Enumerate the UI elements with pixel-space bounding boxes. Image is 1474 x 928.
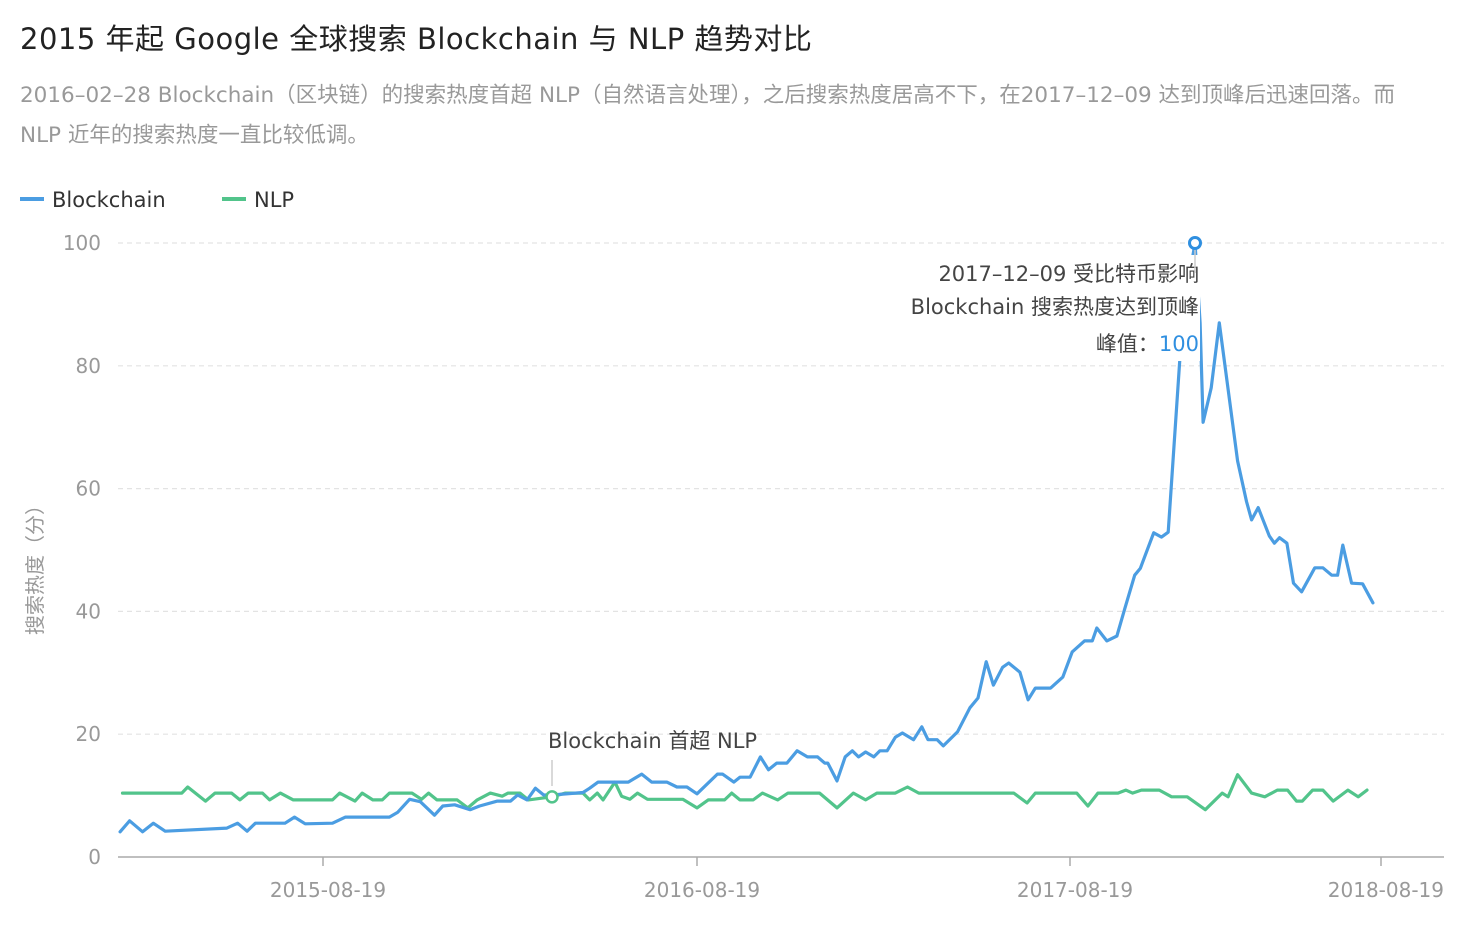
x-tick-label: 2018-08-19 (1328, 878, 1444, 902)
peak-annotation: 2017–12–09 受比特币影响 Blockchain 搜索热度达到顶峰 峰值… (868, 255, 1200, 361)
y-tick-label: 80 (76, 354, 101, 378)
crossing-marker[interactable] (545, 790, 559, 804)
gridlines (118, 242, 1444, 735)
y-tick-label: 20 (76, 722, 101, 746)
y-axis-title: 搜索热度（分） (23, 495, 47, 635)
y-axis: 0 20 40 60 80 100 (63, 231, 101, 869)
legend-label-blockchain[interactable]: Blockchain (52, 188, 166, 212)
chart-description: 2016–02–28 Blockchain（区块链）的搜索热度首超 NLP（自然… (20, 83, 1396, 148)
x-tick-label: 2017-08-19 (1017, 878, 1133, 902)
peak-label: 峰值： (1096, 332, 1159, 356)
chart-title: 2015 年起 Google 全球搜索 Blockchain 与 NLP 趋势对… (20, 22, 813, 56)
legend-swatch-blockchain (20, 197, 44, 201)
x-tick-label: 2016-08-19 (644, 878, 760, 902)
peak-annotation-line2: Blockchain 搜索热度达到顶峰 (911, 295, 1199, 319)
series-line-nlp[interactable] (120, 773, 1369, 812)
peak-annotation-line1: 2017–12–09 受比特币影响 (938, 262, 1199, 286)
peak-annotation-bg (868, 255, 1200, 361)
legend-label-nlp[interactable]: NLP (254, 188, 294, 212)
y-tick-label: 40 (76, 599, 101, 623)
y-tick-label: 60 (76, 477, 101, 501)
peak-annotation-line3: 峰值：100 (1096, 332, 1199, 356)
y-tick-label: 0 (88, 845, 101, 869)
peak-value: 100 (1159, 332, 1199, 356)
legend: Blockchain NLP (20, 188, 294, 212)
y-tick-label: 100 (63, 231, 101, 255)
legend-swatch-nlp (222, 197, 246, 201)
crossing-annotation-text: Blockchain 首超 NLP (548, 729, 757, 753)
x-tick-label: 2015-08-19 (270, 878, 386, 902)
x-axis: 2015-08-19 2016-08-19 2017-08-19 2018-08-19 (118, 856, 1444, 902)
crossing-annotation: Blockchain 首超 NLP (548, 729, 757, 786)
peak-marker[interactable] (1188, 236, 1202, 250)
series-line-blockchain[interactable] (118, 241, 1375, 834)
